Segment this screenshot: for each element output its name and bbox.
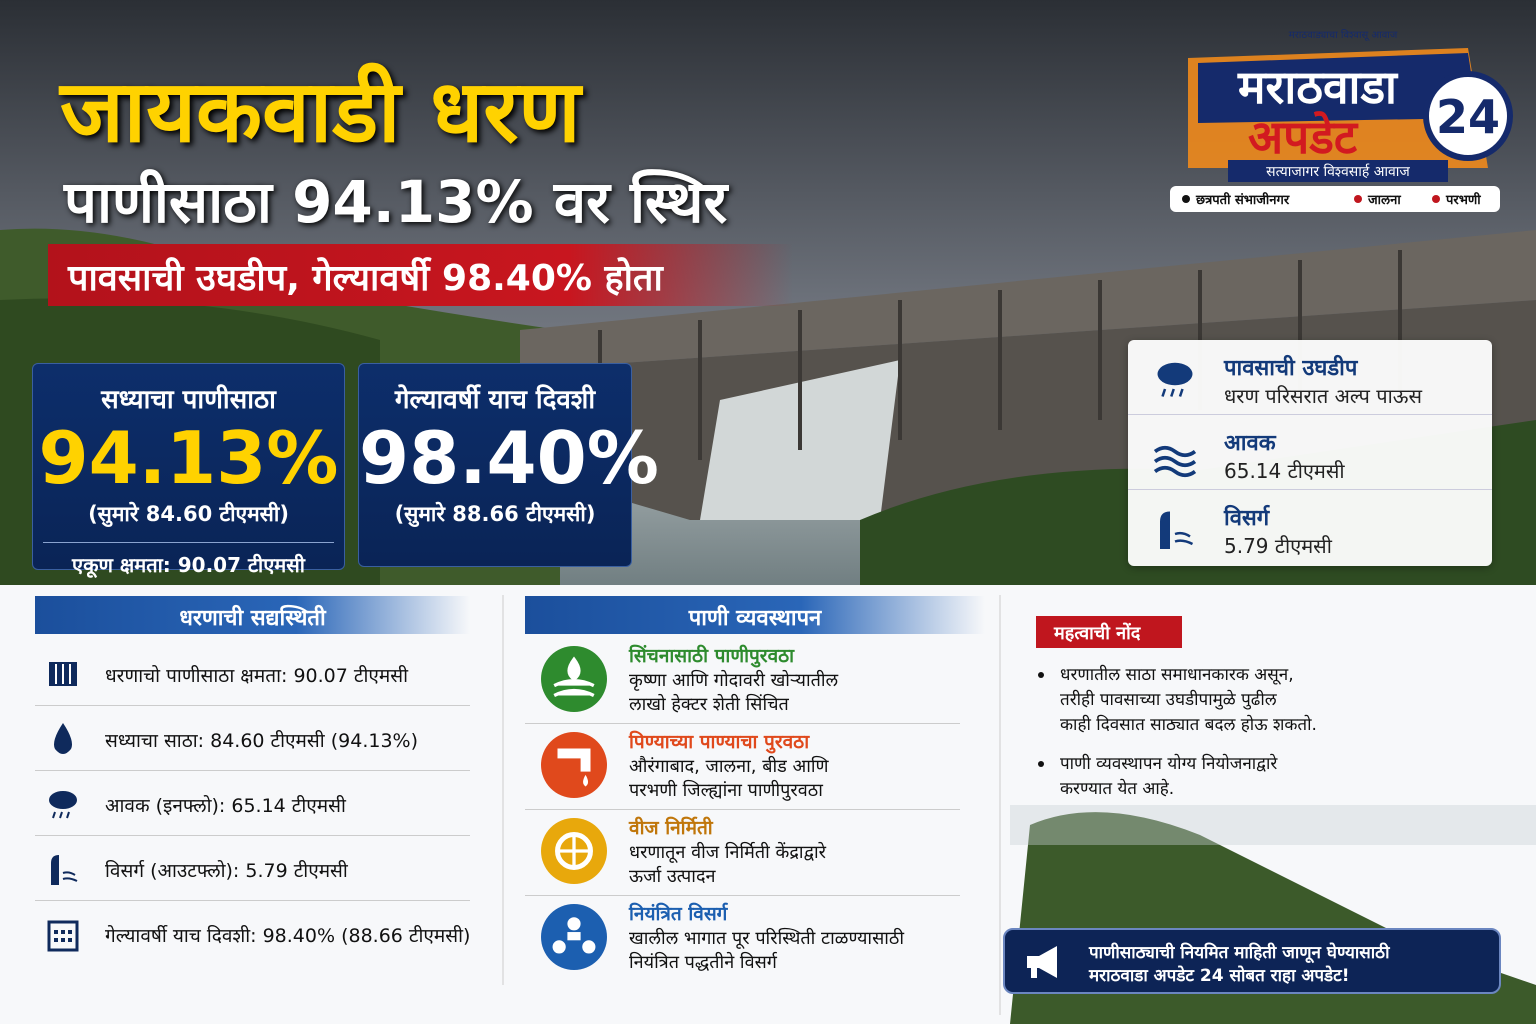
note-text: करण्यात येत आहे. — [1060, 779, 1175, 799]
management-text: कृष्णा आणि गोदावरी खोऱ्यातील — [629, 670, 839, 691]
card-label: सध्याचा पाणीसाठा — [101, 385, 276, 415]
card-value: 98.40% — [359, 416, 659, 500]
last-year-card: गेल्यावर्षी याच दिवशी 98.40% (सुमारे 88.… — [358, 363, 659, 567]
section-heading: पाणी व्यवस्थापन — [525, 596, 985, 634]
icon — [43, 914, 83, 954]
status-row: धरणाचो पाणीसाठा क्षमता: 90.07 टीएमसी — [35, 642, 470, 706]
management-title: वीज निर्मिती — [629, 817, 713, 839]
card-label: गेल्यावर्षी याच दिवशी — [394, 385, 596, 415]
info-text: 5.79 टीएमसी — [1224, 534, 1332, 558]
logo-number: 24 — [1436, 90, 1500, 144]
icon — [43, 849, 83, 889]
logo-line2: अपडेट — [1248, 110, 1359, 164]
status-text: सध्याचा साठा: 84.60 टीएमसी (94.13%) — [105, 730, 418, 752]
logo-line1: मराठवाडा — [1237, 60, 1399, 114]
management-text: औरंगाबाद, जालना, बीड आणि — [629, 756, 829, 777]
logo-tagline: मराठवाड्याचा विश्वासू आवाज — [1289, 29, 1398, 41]
note-bullet: धरणातील साठा समाधानकारक असून, तरीही पावसा… — [1036, 663, 1476, 738]
status-text: गेल्यावर्षी याच दिवशी: 98.40% (88.66 टीए… — [105, 925, 471, 947]
footer-text: मराठवाडा अपडेट 24 सोबत राहा अपडेट! — [1089, 966, 1350, 986]
status-row: विसर्ग (आउटफ्लो): 5.79 टीएमसी — [35, 837, 470, 901]
management-text: ऊर्जा उत्पादन — [629, 866, 716, 887]
info-title: विसर्ग — [1224, 506, 1270, 531]
note-bullet: पाणी व्यवस्थापन योग्य नियोजनाद्वारे करण्य… — [1036, 752, 1476, 802]
icon — [541, 732, 607, 798]
section-heading: धरणाची सद्यस्थिती — [35, 596, 470, 634]
logo: मराठवाड्याचा विश्वासू आवाज मराठवाडा अपडे… — [1170, 29, 1513, 212]
management-title: पिण्याच्या पाण्याचा पुरवठा — [629, 731, 810, 753]
status-row: सध्याचा साठा: 84.60 टीएमसी (94.13%) — [35, 707, 470, 771]
management-row: पिण्याच्या पाण्याचा पुरवठा औरंगाबाद, जालन… — [525, 724, 960, 810]
icon — [1150, 429, 1200, 479]
icon — [43, 654, 83, 694]
region: परभणी — [1445, 192, 1481, 208]
megaphone-icon — [1027, 946, 1057, 978]
status-row: गेल्यावर्षी याच दिवशी: 98.40% (88.66 टीए… — [35, 902, 470, 966]
bullet-dot — [1038, 672, 1044, 678]
management-title: सिंचनासाठी पाणीपुरवठा — [629, 645, 795, 667]
status-text: विसर्ग (आउटफ्लो): 5.79 टीएमसी — [105, 860, 348, 882]
info-row: विसर्ग 5.79 टीएमसी — [1128, 490, 1492, 565]
info-title: पावसाची उघडीप — [1224, 356, 1358, 381]
status-text: धरणाचो पाणीसाठा क्षमता: 90.07 टीएमसी — [105, 665, 409, 687]
note-text: धरणातील साठा समाधानकारक असून, — [1060, 665, 1294, 685]
subtitle: पाणीसाठा 94.13% वर स्थिर — [64, 168, 728, 236]
logo-slogan: सत्याजागर विश्वसार्ह आवाज — [1266, 163, 1410, 180]
management-title: नियंत्रित विसर्ग — [629, 903, 728, 925]
card-sub: (सुमारे 88.66 टीएमसी) — [394, 502, 596, 526]
icon — [1150, 354, 1200, 404]
title: जायकवाडी धरण — [60, 62, 581, 162]
info-text: धरण परिसरात अल्प पाऊस — [1224, 384, 1422, 408]
icon — [43, 719, 83, 759]
card-capacity: एकूण क्षमता: 90.07 टीएमसी — [43, 542, 334, 578]
management-row: वीज निर्मिती धरणातून वीज निर्मिती केंद्रा… — [525, 810, 960, 896]
icon — [541, 904, 607, 970]
management-text: लाखो हेक्टर शेती सिंचित — [629, 694, 789, 715]
management-row: नियंत्रित विसर्ग खालील भागात पूर परिस्थित… — [525, 896, 960, 982]
note-heading: महत्वाची नोंद — [1036, 616, 1182, 648]
region: छत्रपती संभाजीनगर — [1195, 192, 1290, 208]
info-title: आवक — [1224, 431, 1276, 456]
card-value: 94.13% — [38, 416, 339, 500]
card-sub: (सुमारे 84.60 टीएमसी) — [88, 502, 289, 526]
management-row: सिंचनासाठी पाणीपुरवठा कृष्णा आणि गोदावरी … — [525, 638, 960, 724]
banner: पावसाची उघडीप, गेल्यावर्षी 98.40% होता — [48, 244, 793, 306]
note-body: धरणातील साठा समाधानकारक असून, तरीही पावसा… — [1036, 663, 1476, 816]
info-row: पावसाची उघडीप धरण परिसरात अल्प पाऊस — [1128, 340, 1492, 415]
current-card: सध्याचा पाणीसाठा 94.13% (सुमारे 84.60 टी… — [32, 363, 345, 577]
status-text: आवक (इनफ्लो): 65.14 टीएमसी — [105, 795, 346, 817]
info-text: 65.14 टीएमसी — [1224, 459, 1345, 483]
management-text: धरणातून वीज निर्मिती केंद्राद्वारे — [629, 842, 826, 863]
icon — [1150, 504, 1200, 554]
icon — [43, 784, 83, 824]
note-text: तरीही पावसाच्या उघडीपामुळे पुढील — [1060, 690, 1277, 710]
status-section: धरणाची सद्यस्थिती धरणाचो पाणीसाठा क्षमता… — [35, 596, 470, 952]
info-row: आवक 65.14 टीएमसी — [1128, 415, 1492, 490]
footer-box: पाणीसाठ्याची नियमित माहिती जाणून घेण्यास… — [1003, 928, 1501, 994]
note-text: पाणी व्यवस्थापन योग्य नियोजनाद्वारे — [1060, 754, 1278, 774]
status-row: आवक (इनफ्लो): 65.14 टीएमसी — [35, 772, 470, 836]
region: जालना — [1367, 193, 1401, 208]
icon — [541, 646, 607, 712]
bullet-dot — [1038, 761, 1044, 767]
management-text: खालील भागात पूर परिस्थिती टाळण्यासाठी — [629, 928, 905, 949]
icon — [541, 818, 607, 884]
info-box: पावसाची उघडीप धरण परिसरात अल्प पाऊस आवक 65.… — [1128, 340, 1492, 566]
note-text: काही दिवसात साठ्यात बदल होऊ शकतो. — [1060, 715, 1317, 735]
management-text: नियंत्रित पद्धतीने विसर्ग — [629, 952, 777, 973]
management-section: पाणी व्यवस्थापन सिंचनासाठी पाणीपुरवठा कृष… — [525, 596, 985, 973]
footer-text: पाणीसाठ्याची नियमित माहिती जाणून घेण्यास… — [1089, 943, 1390, 963]
management-text: परभणी जिल्ह्यांना पाणीपुरवठा — [629, 780, 823, 801]
